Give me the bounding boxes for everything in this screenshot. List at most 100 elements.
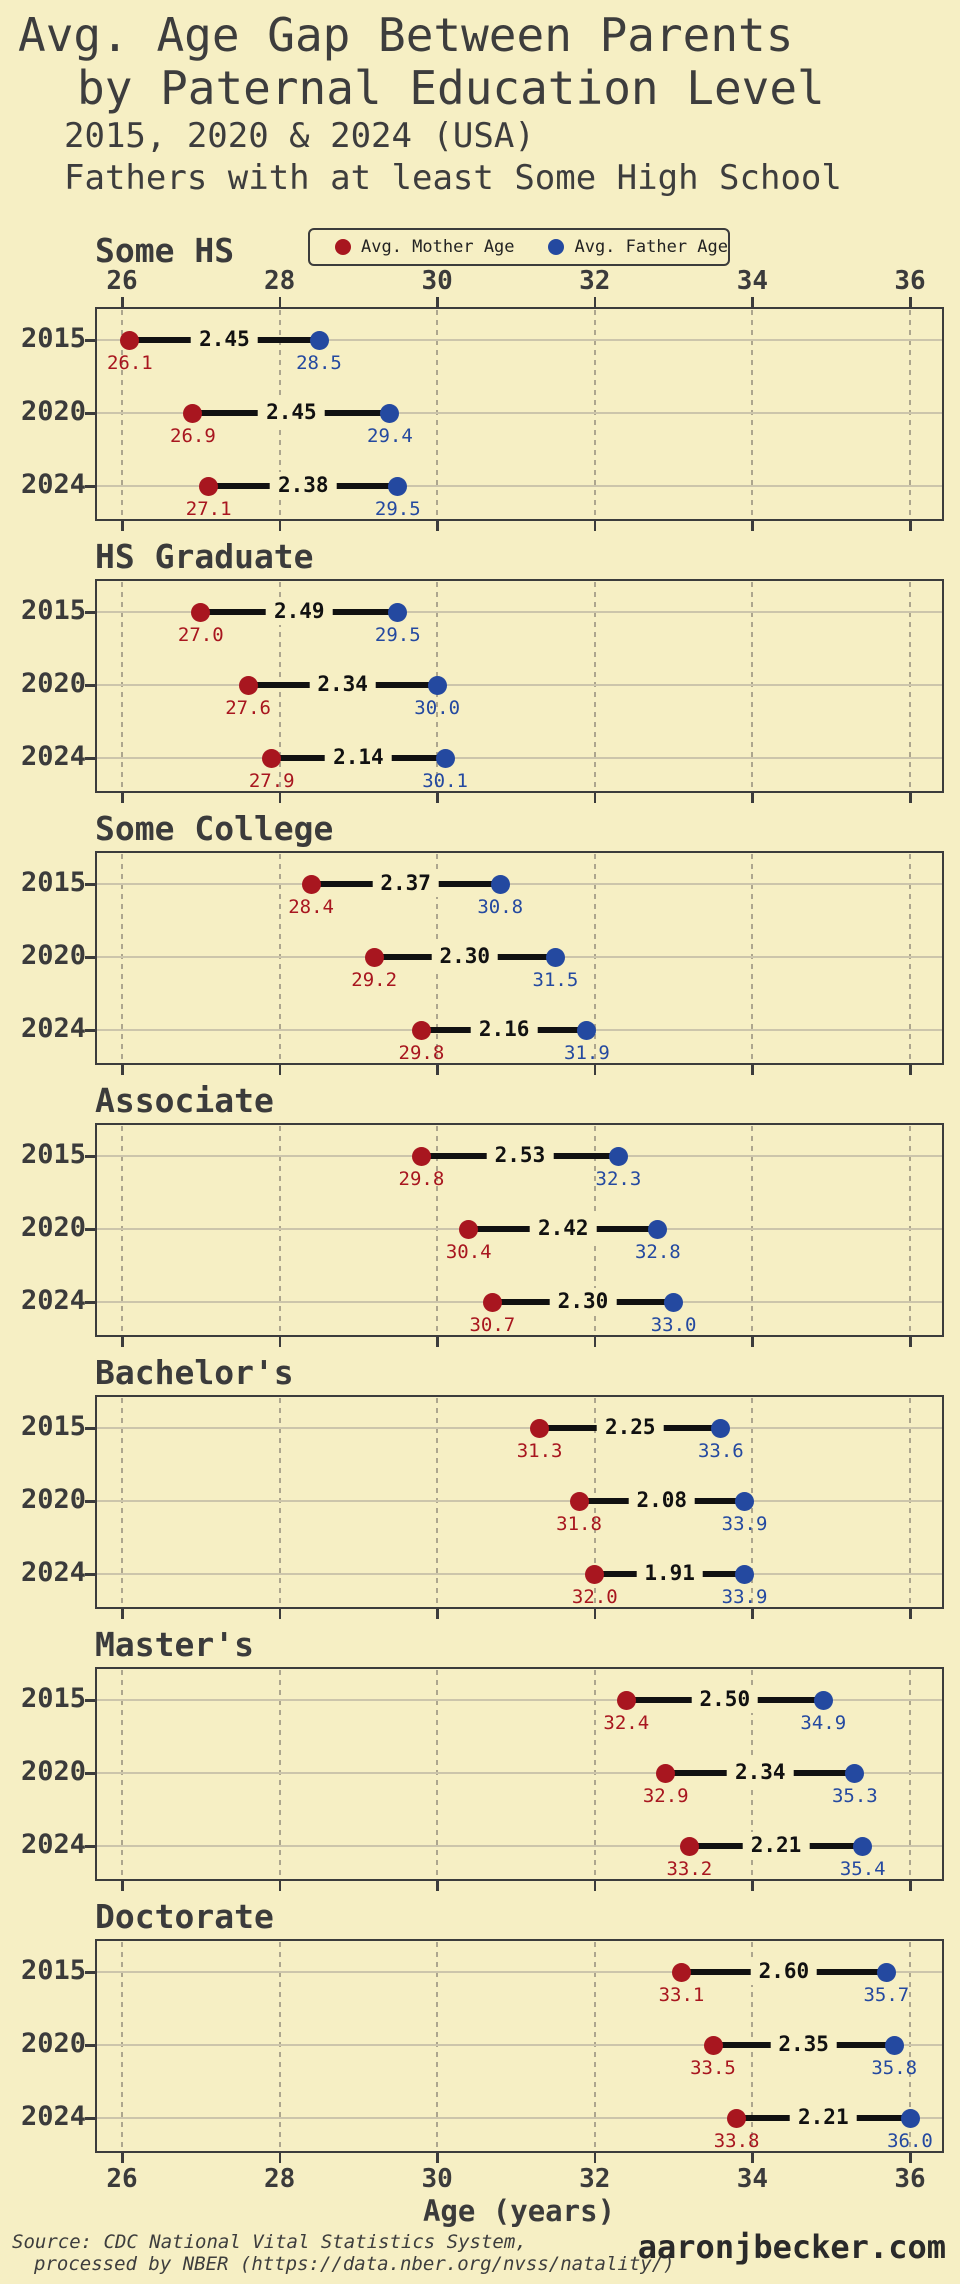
gridline-horizontal [97,1573,942,1575]
gridline-vertical [909,1398,911,1606]
panel-title-doctorate: Doctorate [95,1897,274,1936]
father-value-label: 28.5 [296,352,342,374]
y-axis-tick [85,883,95,886]
gridline-horizontal [97,339,942,341]
gridline-vertical [751,310,754,518]
father-age-dot [427,675,447,695]
gridline-vertical [593,1670,596,1878]
gridline-vertical [278,1398,281,1606]
x-axis-tick [436,521,439,531]
year-label: 2020 [20,1756,86,1787]
gap-value-label: 2.49 [266,598,333,625]
x-tick-label-top: 34 [736,266,769,296]
y-axis-tick [85,1845,95,1848]
x-axis-tick [278,521,282,531]
gap-value-label: 2.25 [596,1414,664,1441]
x-axis-tick [121,793,124,803]
gap-value-label: 2.16 [470,1016,538,1043]
x-tick-label-top: 28 [263,266,296,296]
mother-age-dot [262,748,282,768]
father-value-label: 30.1 [422,770,468,792]
gridline-vertical [121,1670,123,1878]
panel-title-master-s: Master's [95,1625,254,1664]
x-axis-tick [751,1337,754,1347]
x-tick-label-bottom: 28 [263,2164,296,2194]
father-value-label: 34.9 [800,1712,847,1734]
year-label: 2015 [20,1955,86,1986]
gap-value-label: 2.34 [726,1759,794,1786]
year-label: 2024 [20,469,86,500]
father-age-dot [884,2035,904,2055]
chart-subtitle-line2: Fathers with at least Some High School [64,158,842,198]
gap-value-label: 2.35 [770,2031,837,2058]
y-axis-tick [85,1228,95,1231]
x-axis-tick [593,297,597,307]
mother-age-dot [616,1690,636,1710]
x-axis-tick [121,297,124,307]
mother-age-dot [459,1219,479,1239]
father-value-label: 32.8 [634,1241,681,1263]
father-legend-dot-icon [548,239,565,255]
gridline-horizontal [97,1772,942,1774]
father-value-label: 31.9 [564,1042,610,1064]
father-age-dot [435,748,455,768]
x-axis-tick [278,1609,282,1619]
mother-age-dot [679,1836,699,1856]
year-label: 2024 [20,1557,86,1588]
mother-age-dot [411,1146,431,1166]
gridline-vertical [121,1126,123,1334]
y-axis-tick [85,1500,95,1503]
father-value-label: 35.4 [839,1858,886,1880]
x-axis-tick [278,793,282,803]
mother-legend-dot-icon [335,239,351,255]
mother-age-dot [120,330,140,350]
mother-age-dot [199,476,219,496]
mother-value-label: 29.8 [398,1042,445,1064]
gridline-vertical [121,1398,123,1606]
year-label: 2024 [20,1013,86,1044]
father-age-dot [900,2108,920,2128]
year-label: 2024 [20,1829,86,1860]
gap-value-label: 2.50 [691,1686,759,1713]
mother-age-dot [301,874,321,894]
mother-value-label: 27.9 [248,770,295,792]
father-age-dot [845,1763,865,1783]
mother-value-label: 28.4 [288,896,334,918]
father-age-dot [309,330,329,350]
gridline-horizontal [97,485,942,487]
gap-value-label: 2.37 [372,870,439,897]
mother-age-dot [671,1962,691,1982]
gridline-vertical [909,1670,911,1878]
y-axis-tick [85,339,95,342]
gap-value-label: 2.30 [549,1288,617,1315]
mother-age-dot [703,2035,723,2055]
gridline-horizontal [97,1699,942,1701]
father-age-dot [388,476,408,496]
gridline-vertical [278,1126,281,1334]
father-value-label: 33.9 [721,1586,768,1608]
year-label: 2015 [20,595,86,626]
gridline-horizontal [97,611,942,613]
year-label: 2015 [20,1139,86,1170]
x-axis-tick [909,521,912,531]
gridline-vertical [436,1942,439,2150]
father-value-label: 35.3 [831,1785,878,1807]
father-value-label: 30.0 [414,697,461,719]
mother-value-label: 33.2 [666,1858,713,1880]
father-age-dot [490,874,510,894]
source-note-line2: processed by NBER (https://data.nber.org… [34,2253,675,2275]
x-axis-tick [751,1609,754,1619]
x-axis-tick [909,2153,912,2163]
mother-age-dot [585,1564,605,1584]
mother-value-label: 26.9 [170,425,216,447]
y-axis-tick [85,1699,95,1702]
x-axis-tick [909,1881,912,1891]
father-age-dot [388,602,408,622]
mother-value-label: 33.8 [713,2130,760,2152]
gap-value-label: 2.34 [309,671,376,698]
father-age-dot [735,1491,755,1511]
x-axis-tick [436,793,439,803]
gridline-horizontal [97,1845,942,1847]
year-label: 2020 [20,1484,86,1515]
father-age-dot [813,1690,833,1710]
